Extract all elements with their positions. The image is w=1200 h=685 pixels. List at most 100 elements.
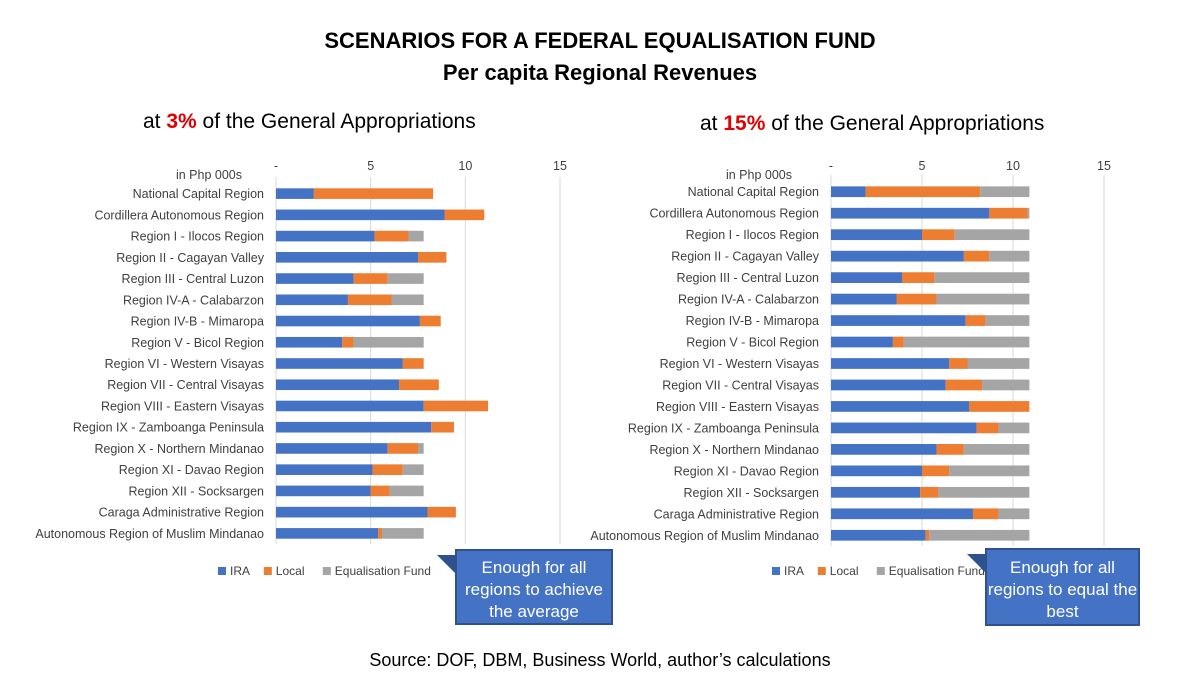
category-label-region-ix-zamboanga-peninsula: Region IX - Zamboanga Peninsula: [628, 421, 819, 435]
x-tick-label: 15: [553, 159, 567, 173]
category-label-region-xi-davao-region: Region XI - Davao Region: [119, 463, 264, 477]
unit-label: in Php 000s: [726, 168, 792, 182]
category-label-caraga-administrative-region: Caraga Administrative Region: [99, 506, 264, 520]
bar-ira-region-ix-zamboanga-peninsula: [831, 422, 977, 434]
bar-local-region-xii-socksargen: [370, 485, 390, 497]
right-chart-heading: at 15% of the General Appropriations: [700, 112, 1044, 136]
bar-local-caraga-administrative-region: [427, 506, 456, 518]
category-label-region-viii-eastern-visayas: Region VIII - Eastern Visayas: [656, 400, 819, 414]
bar-local-autonomous-region-of-muslim-mindanao: [925, 529, 930, 541]
bar-local-region-xii-socksargen: [920, 486, 939, 498]
x-tick-label: 5: [919, 159, 926, 173]
bar-ira-caraga-administrative-region: [276, 506, 428, 518]
bar-equalisation-fund-region-xii-socksargen: [938, 486, 1030, 498]
bar-local-region-iii-central-luzon: [353, 273, 388, 284]
category-label-region-i-ilocos-region: Region I - Ilocos Region: [131, 230, 264, 244]
bar-ira-region-iii-central-luzon: [831, 272, 902, 283]
bar-local-region-x-northern-mindanao: [387, 443, 418, 454]
legend-label-equalisation-fund: Equalisation Fund: [335, 564, 431, 578]
bar-ira-region-i-ilocos-region: [831, 229, 922, 241]
bar-local-caraga-administrative-region: [972, 508, 999, 520]
bar-local-region-iv-a-calabarzon: [347, 294, 392, 306]
bar-equalisation-fund-region-i-ilocos-region: [954, 229, 1030, 241]
x-tick-label: 10: [1006, 159, 1020, 173]
bar-local-region-ix-zamboanga-peninsula: [976, 422, 999, 434]
bar-ira-cordillera-autonomous-region: [831, 207, 990, 219]
legend-label-local: Local: [276, 564, 305, 578]
x-tick-label: -: [829, 159, 833, 173]
bar-ira-national-capital-region: [276, 188, 314, 199]
category-label-national-capital-region: National Capital Region: [688, 185, 819, 199]
category-label-region-iv-a-calabarzon: Region IV-A - Calabarzon: [123, 293, 264, 307]
bar-local-region-v-bicol-region: [342, 336, 354, 348]
bar-local-region-vii-central-visayas: [399, 379, 439, 391]
category-label-region-ix-zamboanga-peninsula: Region IX - Zamboanga Peninsula: [73, 421, 264, 435]
legend-swatch-equalisation-fund: [322, 567, 331, 575]
bar-ira-region-xi-davao-region: [276, 464, 373, 475]
category-label-region-vii-central-visayas: Region VII - Central Visayas: [107, 378, 264, 392]
bar-equalisation-fund-region-v-bicol-region: [353, 336, 424, 348]
bar-ira-national-capital-region: [831, 186, 866, 198]
bar-ira-region-vi-western-visayas: [276, 358, 403, 369]
main-title: SCENARIOS FOR A FEDERAL EQUALISATION FUN…: [324, 28, 876, 53]
bar-local-national-capital-region: [313, 188, 434, 199]
bar-local-cordillera-autonomous-region: [444, 209, 485, 221]
bar-equalisation-fund-autonomous-region-of-muslim-mindanao: [929, 529, 1030, 541]
bar-equalisation-fund-region-i-ilocos-region: [408, 230, 424, 242]
category-label-region-vii-central-visayas: Region VII - Central Visayas: [662, 378, 819, 392]
bar-local-region-viii-eastern-visayas: [969, 401, 1030, 412]
bar-equalisation-fund-region-xii-socksargen: [389, 485, 424, 497]
bar-equalisation-fund-region-vii-central-visayas: [982, 379, 1030, 391]
category-label-autonomous-region-of-muslim-mindanao: Autonomous Region of Muslim Mindanao: [35, 527, 264, 541]
bar-equalisation-fund-region-iv-a-calabarzon: [936, 293, 1030, 305]
bar-ira-region-xii-socksargen: [831, 486, 921, 498]
bar-ira-autonomous-region-of-muslim-mindanao: [276, 528, 379, 539]
bar-ira-region-ii-cagayan-valley: [831, 250, 964, 262]
bar-equalisation-fund-region-ii-cagayan-valley: [989, 250, 1030, 262]
bar-ira-cordillera-autonomous-region: [276, 209, 445, 221]
bar-equalisation-fund-region-v-bicol-region: [903, 336, 1030, 348]
right-heading-suffix: of the General Appropriations: [765, 112, 1045, 135]
bar-local-autonomous-region-of-muslim-mindanao: [378, 528, 383, 539]
bar-local-region-vi-western-visayas: [949, 358, 968, 369]
bar-ira-region-vi-western-visayas: [831, 358, 950, 369]
legend-swatch-local: [817, 567, 826, 575]
bar-equalisation-fund-region-iv-b-mimaropa: [985, 315, 1030, 326]
legend-label-local: Local: [830, 564, 859, 578]
bar-equalisation-fund-region-xi-davao-region: [949, 465, 1030, 477]
bar-ira-region-ix-zamboanga-peninsula: [276, 421, 432, 433]
category-label-national-capital-region: National Capital Region: [133, 187, 264, 201]
bar-local-region-i-ilocos-region: [374, 230, 409, 242]
category-label-region-xii-socksargen: Region XII - Socksargen: [684, 486, 820, 500]
bar-equalisation-fund-region-xi-davao-region: [402, 464, 424, 475]
bar-local-region-vii-central-visayas: [945, 379, 983, 391]
category-label-caraga-administrative-region: Caraga Administrative Region: [654, 507, 819, 521]
bar-ira-region-vii-central-visayas: [276, 379, 400, 391]
bar-ira-region-vii-central-visayas: [831, 379, 946, 391]
category-label-region-iv-a-calabarzon: Region IV-A - Calabarzon: [678, 293, 819, 307]
bar-ira-region-ii-cagayan-valley: [276, 252, 418, 263]
bar-ira-region-v-bicol-region: [276, 336, 343, 348]
category-label-cordillera-autonomous-region: Cordillera Autonomous Region: [649, 207, 819, 221]
bar-ira-region-iv-a-calabarzon: [831, 293, 897, 305]
category-label-region-i-ilocos-region: Region I - Ilocos Region: [686, 228, 819, 242]
bar-ira-region-viii-eastern-visayas: [831, 401, 970, 412]
bar-ira-region-v-bicol-region: [831, 336, 893, 348]
bar-ira-region-iv-b-mimaropa: [831, 315, 966, 326]
bar-local-region-v-bicol-region: [892, 336, 904, 348]
bar-equalisation-fund-national-capital-region: [980, 186, 1030, 198]
bar-local-region-ii-cagayan-valley: [963, 250, 990, 262]
bar-local-region-ii-cagayan-valley: [418, 252, 447, 263]
legend-label-equalisation-fund: Equalisation Fund: [889, 564, 985, 578]
bar-equalisation-fund-region-ix-zamboanga-peninsula: [998, 422, 1030, 434]
bar-local-region-x-northern-mindanao: [936, 444, 964, 455]
bar-equalisation-fund-cordillera-autonomous-region: [1027, 207, 1030, 219]
left-stacked-bar-chart: in Php 000s - 5 10 15 National Capital Region…: [35, 159, 567, 578]
bar-local-cordillera-autonomous-region: [989, 207, 1028, 219]
category-label-region-ii-cagayan-valley: Region II - Cagayan Valley: [116, 251, 265, 265]
category-label-region-viii-eastern-visayas: Region VIII - Eastern Visayas: [101, 399, 264, 413]
x-tick-label: 15: [1097, 159, 1111, 173]
x-tick-label: 5: [367, 159, 374, 173]
category-label-cordillera-autonomous-region: Cordillera Autonomous Region: [94, 208, 264, 222]
category-label-region-v-bicol-region: Region V - Bicol Region: [686, 336, 819, 350]
